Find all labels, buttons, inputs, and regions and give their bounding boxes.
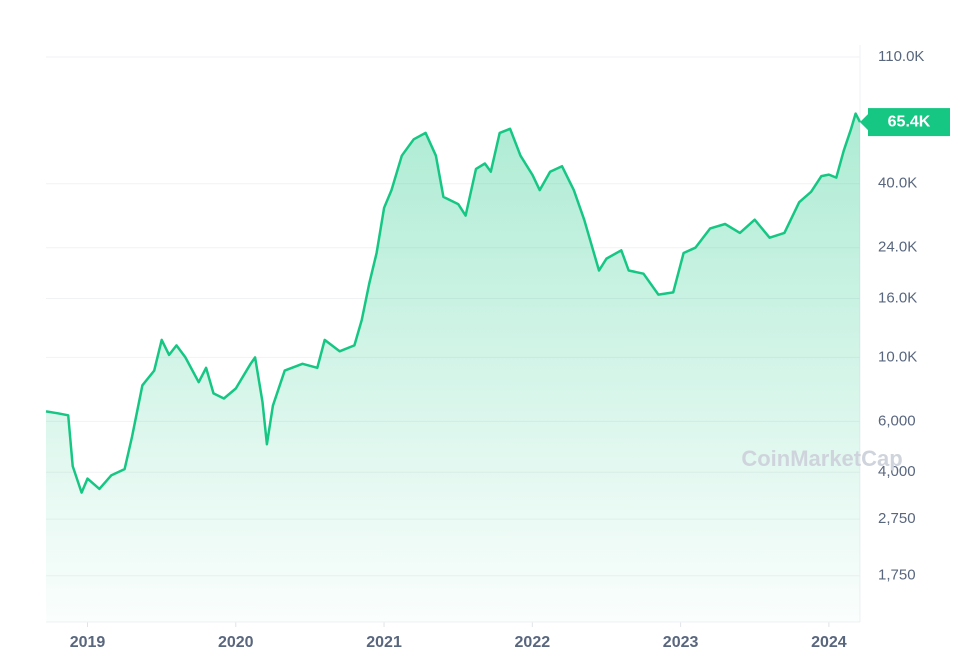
x-tick-label: 2024 — [811, 634, 847, 651]
y-tick-label: 1,750 — [878, 567, 916, 584]
current-label-bg — [868, 108, 950, 137]
x-tick-label: 2022 — [515, 634, 551, 651]
x-tick-label: 2019 — [70, 634, 106, 651]
watermark: CoinMarketCap — [741, 446, 902, 471]
x-tick-label: 2023 — [663, 634, 699, 651]
y-tick-label: 40.0K — [878, 175, 917, 192]
area — [46, 113, 860, 622]
y-tick-label: 4,000 — [878, 463, 916, 480]
y-tick-label: 24.0K — [878, 239, 917, 256]
x-tick-label: 2021 — [366, 634, 402, 651]
y-tick-label: 6,000 — [878, 412, 916, 429]
y-tick-label: 16.0K — [878, 289, 917, 306]
current-label: 65.4K — [888, 113, 931, 130]
price-line — [45, 112, 862, 494]
y-tick-label: 2,750 — [878, 510, 916, 527]
y-tick-label: 10.0K — [878, 348, 917, 365]
x-tick-label: 2020 — [218, 634, 254, 651]
y-tick-label: 110.0K — [878, 48, 924, 65]
current-marker — [860, 114, 868, 131]
